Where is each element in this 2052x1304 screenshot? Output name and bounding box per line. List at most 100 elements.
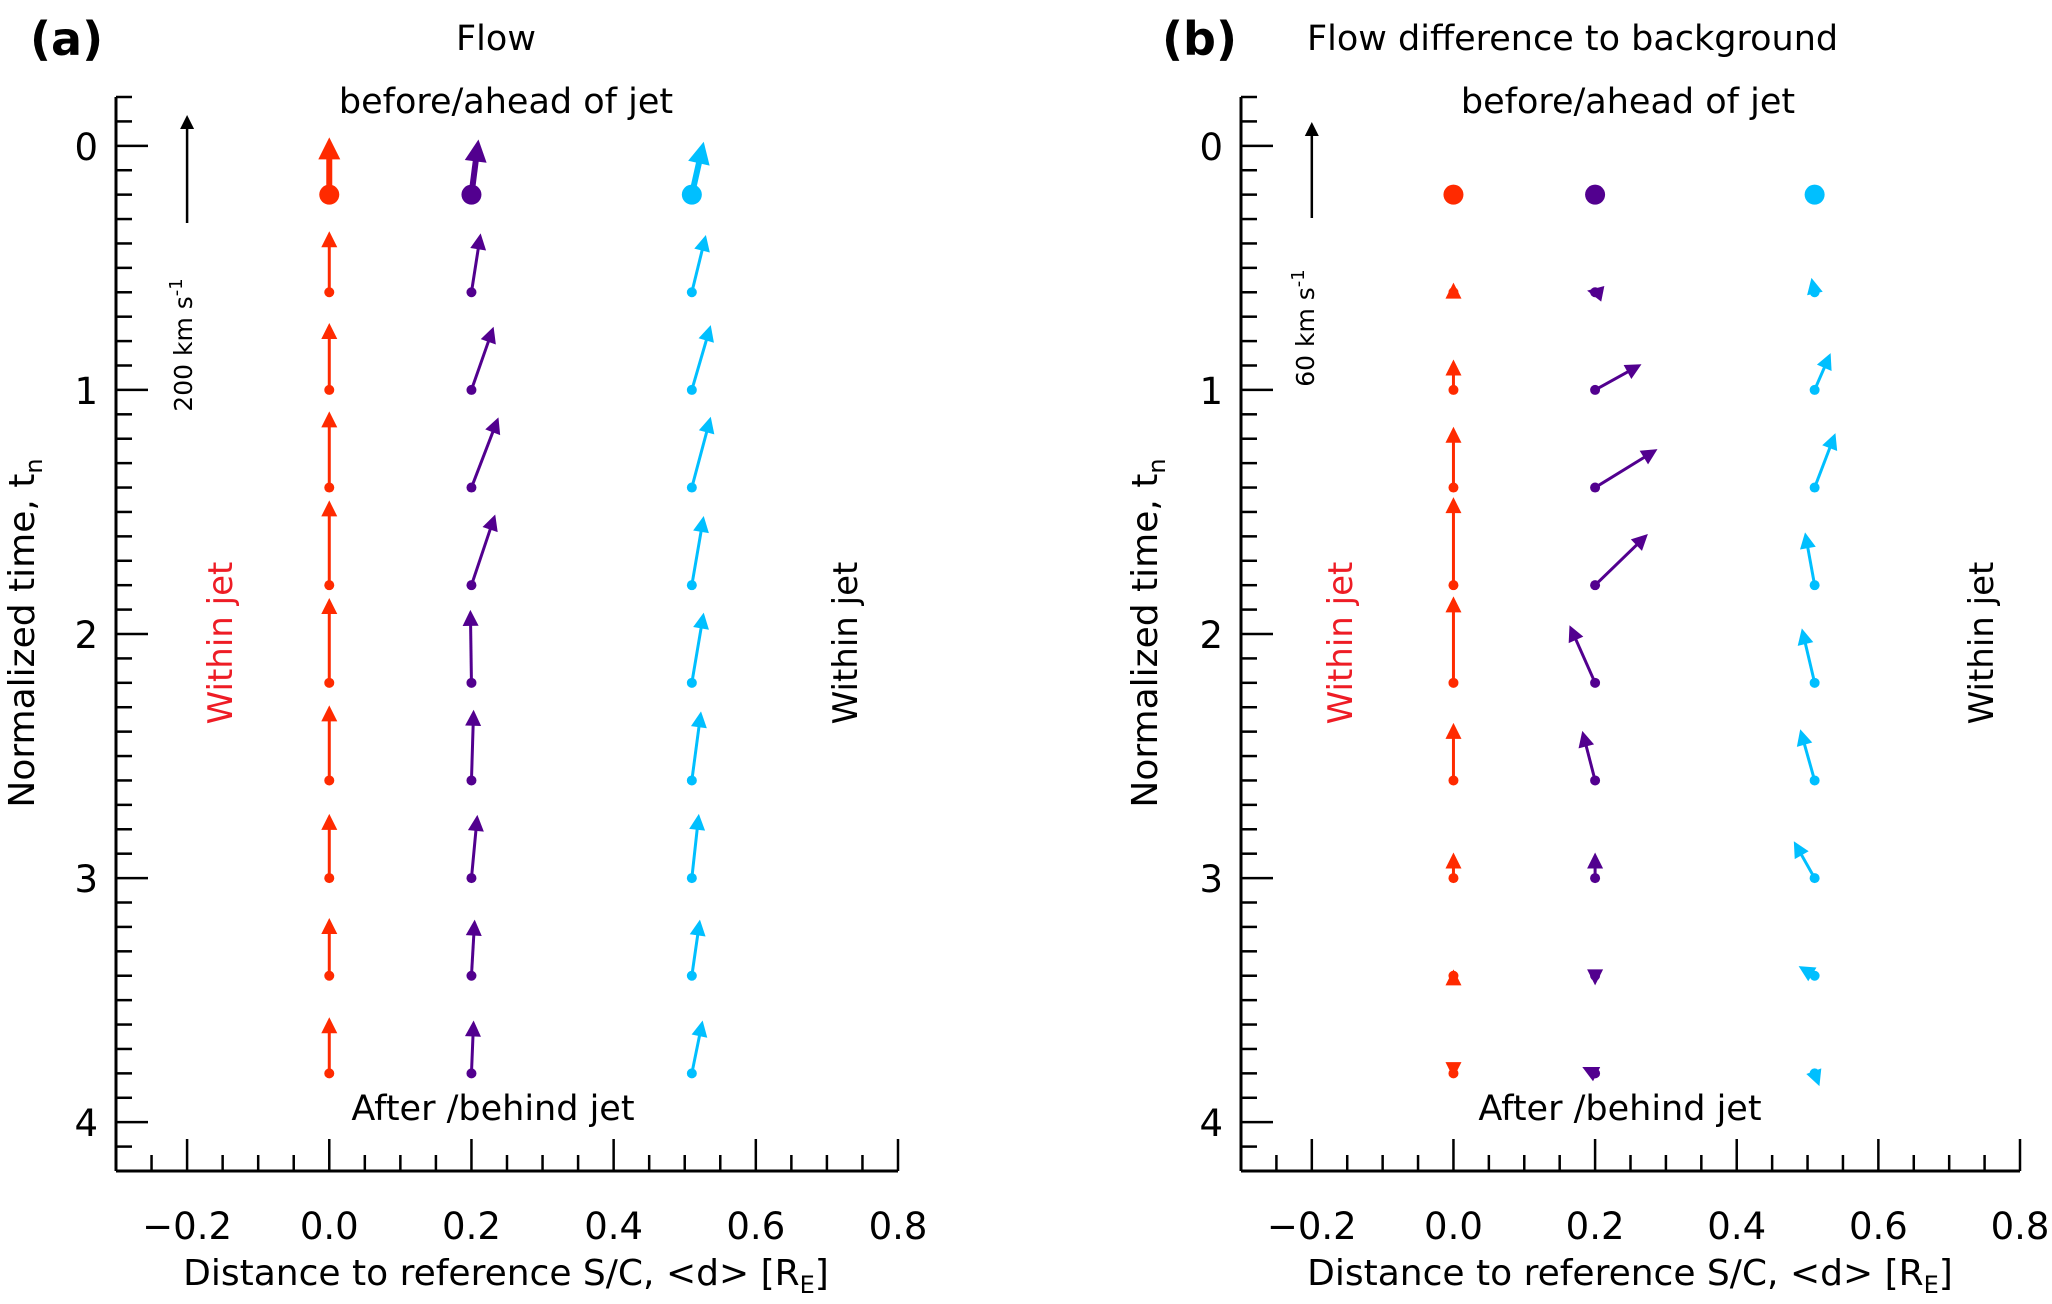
vector-head (693, 612, 709, 630)
vector-origin-dot (686, 287, 697, 298)
flow-vector (321, 917, 338, 981)
flow-vector (321, 705, 338, 786)
flow-vector (321, 322, 338, 395)
vector-origin-dot (466, 970, 477, 981)
flow-vector (1793, 841, 1820, 884)
vector-origin-dot (1590, 482, 1601, 493)
flow-vector (686, 325, 714, 395)
x-tick-label: 0.0 (300, 1205, 359, 1248)
vector-shaft (690, 624, 704, 684)
flow-vector (1806, 1068, 1822, 1087)
vector-head (1798, 966, 1817, 982)
vector-origin-dot (466, 1068, 477, 1079)
vector-origin-dot (1448, 384, 1459, 395)
flow-vector (686, 813, 706, 884)
flow-vector (1587, 285, 1605, 302)
bottom-annotation: After /behind jet (351, 1089, 634, 1129)
flow-vector (321, 231, 338, 298)
vector-head (465, 709, 482, 726)
series-ff2a00 (318, 137, 341, 1079)
y-tick-label: 0 (1199, 126, 1223, 169)
vector-origin-dot (686, 970, 697, 981)
vector-head (1578, 730, 1595, 749)
flow-vector (1568, 625, 1601, 688)
vector-shaft (1573, 636, 1597, 684)
vector-head (321, 1017, 338, 1034)
flow-vector (321, 411, 338, 493)
flow-vector (1445, 497, 1462, 591)
vector-head (690, 711, 707, 729)
vector-origin-dot (1448, 677, 1459, 688)
vector-origin-dot (1590, 970, 1601, 981)
vector-shaft (1803, 640, 1817, 684)
left-annotation: Within jet (1321, 562, 1361, 725)
vector-shaft (470, 526, 493, 586)
vector-shaft (1802, 741, 1817, 781)
y-tick-label: 1 (1199, 370, 1223, 413)
flow-vector (1796, 729, 1820, 786)
series-00bfff (681, 141, 715, 1079)
bottom-annotation: After /behind jet (1478, 1089, 1761, 1129)
vector-origin-dot (1809, 580, 1820, 591)
vector-origin-dot (1809, 482, 1820, 493)
panel-title: Flow (456, 19, 536, 59)
vector-shaft (469, 245, 481, 293)
vector-shaft (470, 428, 496, 489)
x-axis-title: Distance to reference S/C, <d> [RE] (183, 1253, 829, 1299)
flow-vector (1445, 426, 1462, 493)
flow-vector (321, 500, 338, 591)
flow-vector (1800, 532, 1820, 591)
vector-origin-dot (324, 482, 335, 493)
flow-vector (465, 709, 482, 786)
vector-origin-dot (319, 184, 340, 205)
vector-shaft (469, 932, 476, 976)
right-annotation: Within jet (826, 562, 866, 725)
x-tick-label: 0.8 (869, 1205, 928, 1248)
vector-origin-dot (1590, 287, 1601, 298)
vector-origin-dot (324, 873, 335, 884)
vector-origin-dot (1448, 970, 1459, 981)
vector-head (321, 500, 338, 517)
flow-vector (686, 1020, 708, 1079)
vector-origin-dot (466, 775, 477, 786)
vector-head (691, 1020, 708, 1038)
vector-origin-dot (324, 1068, 335, 1079)
vector-origin-dot (324, 580, 335, 591)
flow-vector (321, 598, 338, 688)
vector-origin-dot (681, 184, 702, 205)
vector-origin-dot (1809, 775, 1820, 786)
vector-origin-dot (686, 1068, 697, 1079)
vector-head (321, 411, 338, 428)
vector-shaft (690, 1032, 702, 1074)
x-tick-label: 0.4 (1707, 1205, 1766, 1248)
flow-vector (1445, 359, 1462, 395)
vector-head (693, 516, 709, 534)
vector-head (1797, 628, 1814, 646)
flow-vector (681, 141, 710, 205)
y-tick-label: 4 (74, 1102, 98, 1145)
x-tick-label: 0.8 (1991, 1205, 2050, 1248)
flow-vector (686, 919, 706, 981)
vector-head (464, 1020, 481, 1037)
vector-head (1445, 426, 1462, 443)
left-annotation: Within jet (201, 562, 241, 725)
y-tick-label: 3 (1199, 858, 1223, 901)
flow-vector (1590, 533, 1648, 591)
panel-label: (b) (1162, 12, 1237, 66)
vector-origin-dot (1809, 384, 1820, 395)
x-tick-label: −0.2 (142, 1205, 232, 1248)
scale-arrow-head (1304, 122, 1319, 136)
vector-shaft (690, 723, 701, 781)
vector-head (698, 416, 715, 435)
vector-shaft (690, 428, 709, 488)
x-tick-label: 0.6 (1849, 1205, 1908, 1248)
flow-vector (461, 139, 487, 205)
vector-head (321, 598, 338, 615)
vector-origin-dot (1809, 677, 1820, 688)
flow-vector (466, 233, 487, 298)
vector-head (321, 813, 338, 830)
flow-vector (686, 612, 709, 688)
vector-origin-dot (686, 482, 697, 493)
flow-vector (1809, 433, 1838, 493)
flow-vector (686, 235, 710, 298)
